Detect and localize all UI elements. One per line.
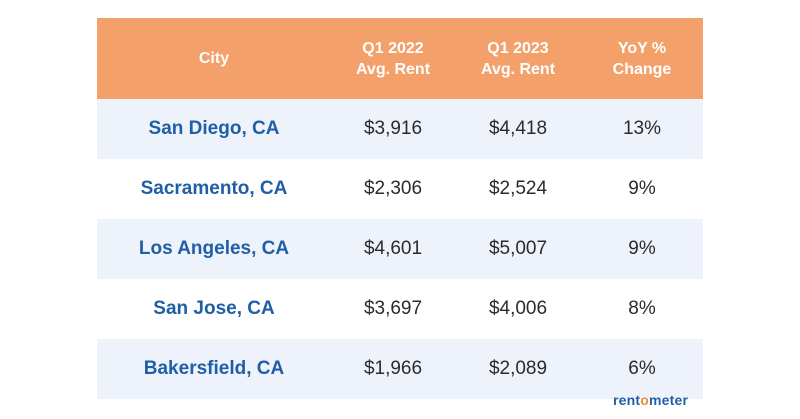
- table-row: San Jose, CA $3,697 $4,006 8%: [97, 279, 703, 339]
- q1-2023-cell: $2,089: [488, 358, 548, 379]
- header-city-label: City: [198, 50, 230, 67]
- q1-2022-cell: $2,306: [363, 178, 423, 199]
- table-row: San Diego, CA $3,916 $4,418 13%: [97, 99, 703, 159]
- header-q1-2023: Q1 2023 Avg. Rent: [455, 18, 581, 99]
- q1-2023-cell: $4,418: [488, 118, 548, 139]
- q1-2022-cell: $3,916: [363, 118, 423, 139]
- yoy-cell: 6%: [628, 358, 656, 379]
- city-cell: Bakersfield, CA: [143, 358, 285, 379]
- header-yoy-line2: Change: [612, 60, 672, 78]
- rentometer-logo: rentometer: [613, 392, 688, 408]
- logo-text-part1: rent: [613, 392, 641, 408]
- header-q1-2022-line1: Q1 2022: [362, 39, 424, 57]
- q1-2022-cell: $3,697: [363, 298, 423, 319]
- table-row: Sacramento, CA $2,306 $2,524 9%: [97, 159, 703, 219]
- table-row: Bakersfield, CA $1,966 $2,089 6%: [97, 339, 703, 399]
- table-body: San Diego, CA $3,916 $4,418 13% Sacramen…: [97, 99, 703, 399]
- city-cell: Sacramento, CA: [140, 178, 288, 199]
- header-q1-2022: Q1 2022 Avg. Rent: [331, 18, 455, 99]
- q1-2023-cell: $2,524: [488, 178, 548, 199]
- q1-2022-cell: $1,966: [363, 358, 423, 379]
- q1-2023-cell: $4,006: [488, 298, 548, 319]
- yoy-cell: 9%: [628, 178, 656, 199]
- rent-comparison-table: City Q1 2022 Avg. Rent Q1 2023 Avg. Rent…: [97, 18, 703, 399]
- q1-2023-cell: $5,007: [488, 238, 548, 259]
- header-q1-2023-line1: Q1 2023: [487, 39, 549, 57]
- logo-text-part3: meter: [649, 392, 689, 408]
- header-q1-2023-line2: Avg. Rent: [480, 60, 556, 78]
- yoy-cell: 9%: [628, 238, 656, 259]
- header-q1-2022-line2: Avg. Rent: [355, 60, 431, 78]
- yoy-cell: 8%: [628, 298, 656, 319]
- logo-text-accent: o: [640, 392, 650, 408]
- header-yoy-line1: YoY %: [617, 39, 667, 57]
- table-header: City Q1 2022 Avg. Rent Q1 2023 Avg. Rent…: [97, 18, 703, 99]
- rent-comparison-table-container: City Q1 2022 Avg. Rent Q1 2023 Avg. Rent…: [97, 18, 703, 399]
- header-city: City: [97, 18, 331, 99]
- q1-2022-cell: $4,601: [363, 238, 423, 259]
- yoy-cell: 13%: [622, 118, 662, 139]
- city-cell: Los Angeles, CA: [138, 238, 290, 259]
- city-cell: San Diego, CA: [148, 118, 280, 139]
- header-yoy-change: YoY % Change: [581, 18, 703, 99]
- city-cell: San Jose, CA: [153, 298, 275, 319]
- header-row: City Q1 2022 Avg. Rent Q1 2023 Avg. Rent…: [97, 18, 703, 99]
- table-row: Los Angeles, CA $4,601 $5,007 9%: [97, 219, 703, 279]
